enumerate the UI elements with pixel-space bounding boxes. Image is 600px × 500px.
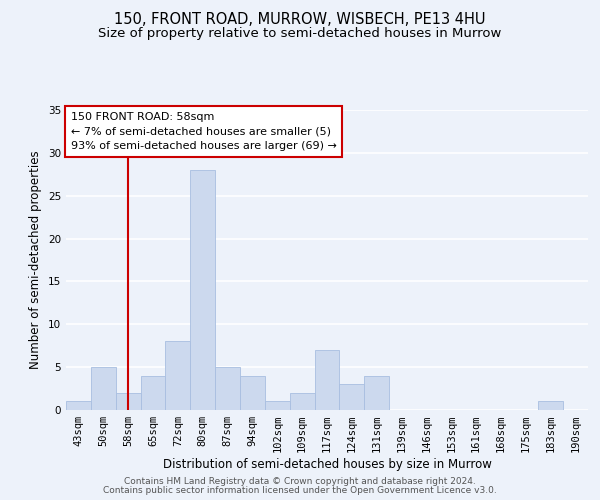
Text: Contains HM Land Registry data © Crown copyright and database right 2024.: Contains HM Land Registry data © Crown c… — [124, 477, 476, 486]
Bar — [190, 170, 215, 410]
Y-axis label: Number of semi-detached properties: Number of semi-detached properties — [29, 150, 43, 370]
Bar — [290, 393, 314, 410]
Bar — [364, 376, 389, 410]
Bar — [140, 376, 166, 410]
Bar — [166, 342, 190, 410]
Bar — [66, 402, 91, 410]
Bar — [91, 367, 116, 410]
Bar — [314, 350, 340, 410]
Text: 150 FRONT ROAD: 58sqm
← 7% of semi-detached houses are smaller (5)
93% of semi-d: 150 FRONT ROAD: 58sqm ← 7% of semi-detac… — [71, 112, 337, 152]
Bar — [538, 402, 563, 410]
Bar — [215, 367, 240, 410]
Bar — [240, 376, 265, 410]
Text: 150, FRONT ROAD, MURROW, WISBECH, PE13 4HU: 150, FRONT ROAD, MURROW, WISBECH, PE13 4… — [114, 12, 486, 28]
X-axis label: Distribution of semi-detached houses by size in Murrow: Distribution of semi-detached houses by … — [163, 458, 491, 471]
Bar — [340, 384, 364, 410]
Bar — [116, 393, 140, 410]
Text: Size of property relative to semi-detached houses in Murrow: Size of property relative to semi-detach… — [98, 28, 502, 40]
Bar — [265, 402, 290, 410]
Text: Contains public sector information licensed under the Open Government Licence v3: Contains public sector information licen… — [103, 486, 497, 495]
